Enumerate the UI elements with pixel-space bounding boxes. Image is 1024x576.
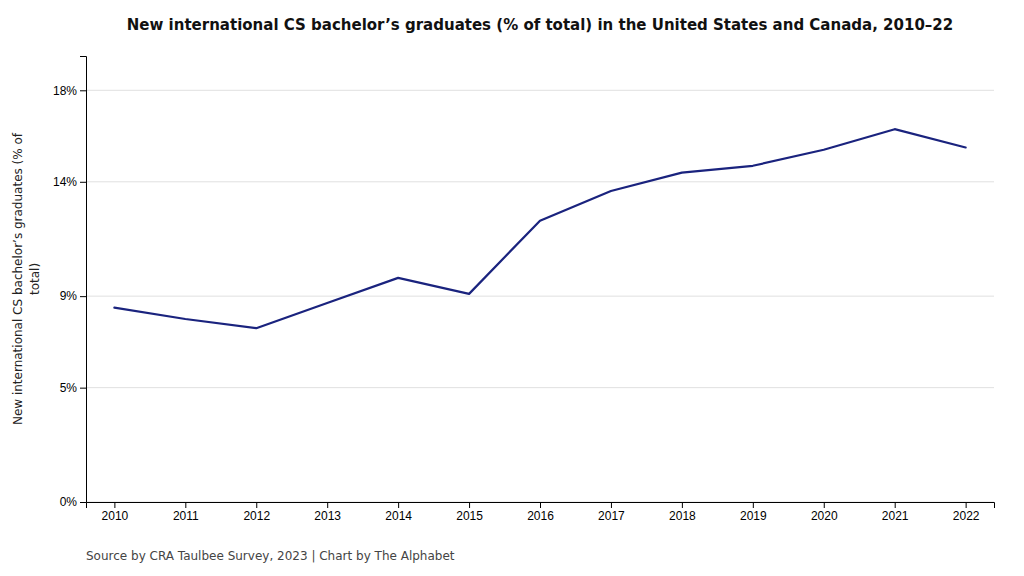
chart-title: New international CS bachelor’s graduate… [127, 16, 953, 34]
x-tick-label: 2019 [740, 509, 767, 523]
x-tick: 2014 [385, 502, 412, 523]
x-tick-label: 2014 [385, 509, 412, 523]
y-axis-title: New international CS bachelor’s graduate… [11, 132, 42, 425]
x-tick: 2017 [598, 502, 625, 523]
y-tick-mark [80, 296, 86, 297]
x-tick: 2019 [740, 502, 767, 523]
grid-line [86, 387, 994, 388]
x-tick-mark [327, 502, 328, 508]
x-tick-label: 2013 [314, 509, 341, 523]
x-axis: 2010 2011 2012 2013 2014 2015 2016 2017 2018 2019… [87, 502, 995, 523]
x-tick: 2018 [669, 502, 696, 523]
x-tick-label: 2011 [173, 509, 199, 523]
y-tick-label: 9% [60, 289, 78, 303]
x-tick-mark [256, 502, 257, 508]
x-tick-mark [966, 502, 967, 508]
y-tick-label: 0% [60, 495, 78, 509]
y-axis-title-line: New international CS bachelor’s graduate… [11, 132, 25, 425]
grid [86, 90, 994, 502]
x-tick-label: 2022 [953, 509, 980, 523]
y-tick-mark [80, 182, 86, 183]
y-tick: 18% [53, 84, 86, 98]
y-axis-title-line: total) [28, 263, 42, 295]
plot-area: 2010 2011 2012 2013 2014 2015 2016 2017 2018 2019… [53, 57, 995, 523]
x-tick-mark [398, 502, 399, 508]
x-tick-label: 2018 [669, 509, 696, 523]
y-tick-label: 14% [53, 175, 77, 189]
y-tick-label: 18% [53, 84, 77, 98]
x-tick-label: 2016 [527, 509, 554, 523]
x-tick-mark [611, 502, 612, 508]
grid-line [86, 296, 994, 297]
x-tick: 2022 [953, 502, 980, 523]
x-tick-mark [114, 502, 115, 508]
y-tick-mark [80, 90, 86, 91]
x-tick-label: 2020 [811, 509, 838, 523]
x-tick: 2012 [243, 502, 270, 523]
chart-svg: 2010 2011 2012 2013 2014 2015 2016 2017 2018 2019… [0, 0, 1024, 576]
x-tick: 2010 [102, 502, 129, 523]
x-tick-label: 2017 [598, 509, 625, 523]
x-tick-label: 2015 [456, 509, 483, 523]
x-tick-mark [753, 502, 754, 508]
x-tick: 2016 [527, 502, 554, 523]
caption: Source by CRA Taulbee Survey, 2023 | Cha… [86, 549, 455, 563]
y-tick-mark [80, 388, 86, 389]
x-tick-label: 2012 [243, 509, 270, 523]
y-tick-label: 5% [60, 381, 78, 395]
y-axis-line [80, 57, 87, 503]
y-tick: 0% [60, 495, 86, 509]
x-tick-mark [895, 502, 896, 508]
x-tick-label: 2010 [102, 509, 129, 523]
x-tick: 2015 [456, 502, 483, 523]
x-tick-mark [824, 502, 825, 508]
x-tick-mark [469, 502, 470, 508]
x-tick: 2020 [811, 502, 838, 523]
x-axis-line [87, 503, 995, 509]
marks [114, 129, 965, 328]
x-tick-mark [682, 502, 683, 508]
x-tick: 2021 [882, 502, 909, 523]
y-tick: 5% [60, 381, 86, 395]
x-tick-label: 2021 [882, 509, 909, 523]
y-axis: 0% 5% 9% 14% 18% [53, 57, 87, 510]
x-tick: 2013 [314, 502, 341, 523]
x-tick-mark [540, 502, 541, 508]
x-tick: 2011 [173, 502, 199, 523]
y-tick: 14% [53, 175, 86, 189]
x-tick-mark [185, 502, 186, 508]
grid-line [86, 90, 994, 91]
grid-line [86, 181, 994, 182]
data-line [114, 129, 965, 328]
y-tick-mark [80, 502, 86, 503]
y-tick: 9% [60, 289, 86, 303]
